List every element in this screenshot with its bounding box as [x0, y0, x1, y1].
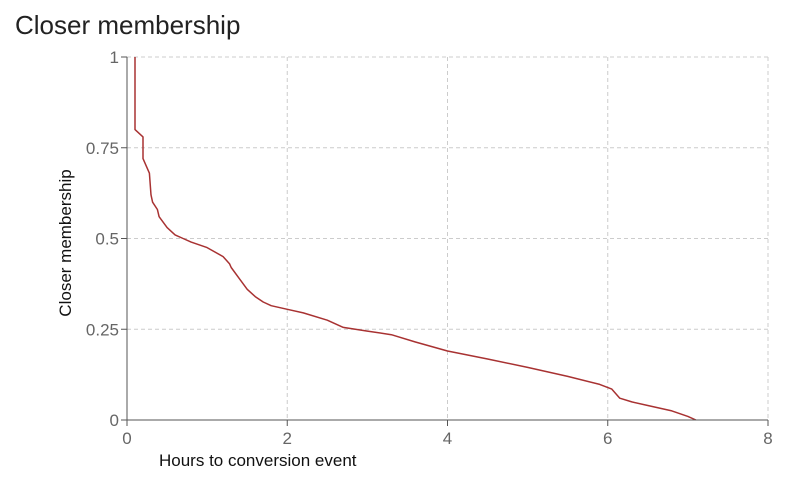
x-tick-label: 6: [603, 429, 612, 448]
y-tick-label: 0.75: [86, 139, 119, 158]
x-tick-label: 0: [122, 429, 131, 448]
y-tick-label: 0.5: [95, 230, 119, 249]
chart-title: Closer membership: [15, 10, 241, 40]
x-axis-label: Hours to conversion event: [159, 451, 357, 470]
grid: [127, 56, 769, 420]
series-line: [134, 57, 697, 421]
x-tick-label: 2: [283, 429, 292, 448]
axes: [121, 56, 769, 426]
x-tick-label: 4: [443, 429, 452, 448]
tick-labels: 0 0.25 0.5 0.75 1 0 2 4 6 8: [86, 48, 773, 448]
x-tick-label: 8: [763, 429, 772, 448]
y-tick-label: 0.25: [86, 320, 119, 339]
y-tick-label: 0: [110, 411, 119, 430]
y-axis-label: Closer membership: [56, 169, 75, 316]
series-layer: [134, 57, 697, 421]
y-tick-label: 1: [110, 48, 119, 67]
